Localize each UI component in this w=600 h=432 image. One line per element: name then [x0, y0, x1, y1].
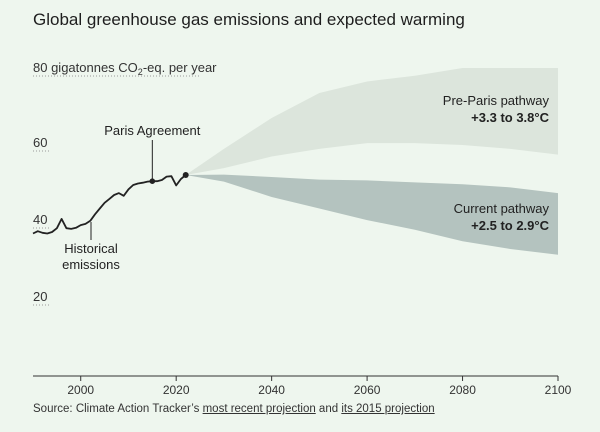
pre-paris-pathway-label: Pre-Paris pathway	[443, 93, 550, 108]
y-tick-60: 60	[33, 135, 47, 150]
source-prefix: Source: Climate Action Tracker’s	[33, 403, 203, 415]
paris-agreement-label: Paris Agreement	[104, 123, 200, 138]
x-tick-2020: 2020	[163, 383, 190, 397]
latest-point-marker	[182, 172, 189, 179]
x-tick-2060: 2060	[354, 383, 381, 397]
y-tick-40: 40	[33, 212, 47, 227]
current-warming-range: +2.5 to 2.9°C	[471, 218, 549, 233]
y-axis-label: 80 gigatonnes CO2-eq. per year	[33, 60, 217, 77]
chart-title: Global greenhouse gas emissions and expe…	[33, 10, 465, 29]
current-pathway-label: Current pathway	[454, 201, 550, 216]
x-tick-2080: 2080	[449, 383, 476, 397]
pre-paris-pathway-band	[185, 68, 558, 176]
historical-emissions-line	[32, 174, 187, 235]
source-note: Source: Climate Action Tracker’s most re…	[33, 403, 435, 415]
x-tick-2040: 2040	[258, 383, 285, 397]
2015-projection-link[interactable]: its 2015 projection	[341, 403, 435, 415]
historical-emissions-label: Historical emissions	[62, 241, 120, 272]
y-tick-20: 20	[33, 289, 47, 304]
x-tick-2000: 2000	[67, 383, 94, 397]
x-tick-2100: 2100	[545, 383, 572, 397]
most-recent-projection-link[interactable]: most recent projection	[202, 403, 316, 415]
source-middle: and	[315, 403, 342, 415]
chart-plot: 80 gigatonnes CO2-eq. per year 60 40 20 Par…	[32, 60, 572, 397]
current-pathway-band	[185, 174, 558, 255]
paris-agreement-marker	[149, 178, 156, 184]
pre-paris-warming-range: +3.3 to 3.8°C	[471, 110, 549, 125]
